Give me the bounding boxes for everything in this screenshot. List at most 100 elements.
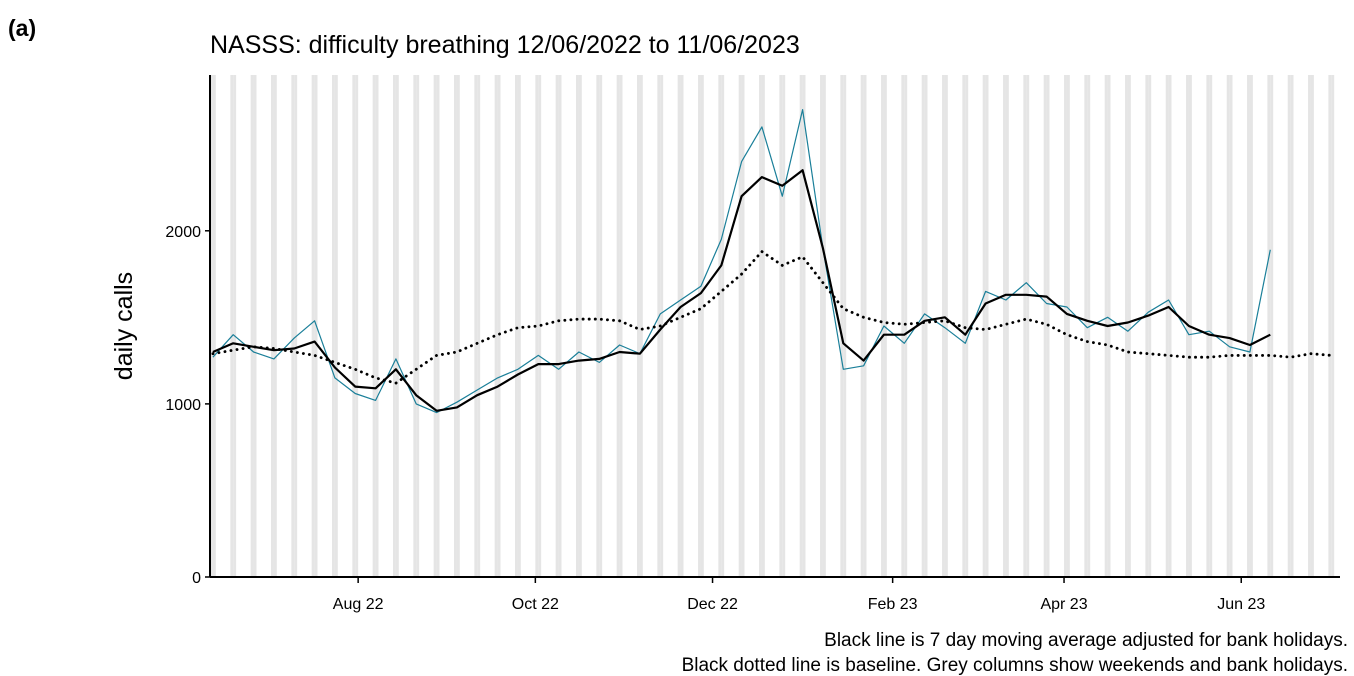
- weekend-column: [840, 75, 844, 577]
- weekend-column: [1267, 75, 1271, 577]
- weekend-column: [352, 75, 356, 577]
- weekend-column: [271, 75, 274, 577]
- weekend-column: [535, 75, 539, 577]
- x-tick-label: Apr 23: [1040, 596, 1087, 613]
- weekend-column: [1066, 75, 1070, 577]
- weekend-column: [1043, 75, 1047, 577]
- weekend-column: [700, 75, 704, 577]
- x-tick-label: Feb 23: [868, 596, 918, 613]
- weekend-column: [883, 75, 887, 577]
- weekend-column: [395, 75, 399, 577]
- weekend-column: [233, 75, 237, 577]
- weekend-column: [273, 75, 277, 577]
- weekend-column: [515, 75, 518, 577]
- weekend-column: [1125, 75, 1128, 577]
- weekend-column: [1287, 75, 1291, 577]
- weekend-column: [250, 75, 254, 577]
- weekend-column: [477, 75, 481, 577]
- weekend-column: [230, 75, 234, 577]
- weekend-column: [1026, 75, 1030, 577]
- weekend-column: [393, 75, 396, 577]
- weekend-column: [759, 75, 762, 577]
- weekend-column: [538, 75, 542, 577]
- weekend-column: [1290, 75, 1294, 577]
- weekend-column: [555, 75, 559, 577]
- weekend-column: [860, 75, 864, 577]
- weekend-column: [698, 75, 701, 577]
- weekend-column: [1087, 75, 1091, 577]
- weekend-column: [863, 75, 867, 577]
- weekend-column: [454, 75, 457, 577]
- weekend-column: [474, 75, 478, 577]
- note: Black dotted line is baseline. Grey colu…: [682, 655, 1348, 676]
- weekend-column: [1331, 75, 1335, 577]
- weekend-column: [517, 75, 521, 577]
- weekend-column: [1148, 75, 1152, 577]
- weekend-column: [637, 75, 640, 577]
- weekend-column: [680, 75, 684, 577]
- weekend-column: [619, 75, 623, 577]
- weekend-column: [965, 75, 969, 577]
- weekend-column: [761, 75, 765, 577]
- weekend-column: [1308, 75, 1311, 577]
- weekend-column: [921, 75, 925, 577]
- weekend-column: [558, 75, 562, 577]
- weekend-column: [944, 75, 948, 577]
- series-line: [212, 169, 1271, 412]
- weekend-column: [332, 75, 335, 577]
- weekend-column: [253, 75, 257, 577]
- weekend-column: [639, 75, 643, 577]
- x-tick-label: Jun 23: [1217, 596, 1265, 613]
- weekend-column: [616, 75, 620, 577]
- weekend-column: [738, 75, 742, 577]
- weekend-column: [782, 75, 786, 577]
- weekend-column: [436, 75, 440, 577]
- panel-label: (a): [8, 15, 36, 41]
- weekend-column: [779, 75, 783, 577]
- weekend-column: [578, 75, 582, 577]
- weekend-column: [1145, 75, 1149, 577]
- weekend-column: [1168, 75, 1172, 577]
- weekend-column: [1310, 75, 1314, 577]
- weekend-column: [1023, 75, 1027, 577]
- weekend-column: [433, 75, 437, 577]
- weekend-column: [599, 75, 603, 577]
- series-line: [211, 250, 1333, 385]
- weekend-column: [1249, 75, 1253, 577]
- x-tick-label: Aug 22: [333, 596, 384, 613]
- weekend-column: [1328, 75, 1332, 577]
- y-axis-label: daily calls: [110, 272, 138, 380]
- weekend-column: [1127, 75, 1131, 577]
- plot: [211, 109, 1333, 414]
- series-line: [212, 109, 1271, 414]
- weekend-column: [355, 75, 359, 577]
- weekend-column: [822, 75, 826, 577]
- weekend-column: [881, 75, 884, 577]
- weekend-column: [1270, 75, 1274, 577]
- weekend-column: [413, 75, 417, 577]
- weekend-column: [1226, 75, 1230, 577]
- weekend-column: [904, 75, 908, 577]
- weekend-column: [596, 75, 600, 577]
- weekend-column: [291, 75, 295, 577]
- weekend-column: [416, 75, 420, 577]
- shading: [210, 75, 1335, 577]
- weekend-column: [294, 75, 298, 577]
- chart-title: NASSS: difficulty breathing 12/06/2022 t…: [210, 31, 800, 59]
- weekend-column: [802, 75, 806, 577]
- y-tick-label: 0: [192, 570, 201, 587]
- x-tick-label: Dec 22: [687, 596, 738, 613]
- weekend-column: [576, 75, 579, 577]
- weekend-column: [741, 75, 745, 577]
- weekend-column: [456, 75, 460, 577]
- weekend-column: [1229, 75, 1233, 577]
- weekend-column: [1209, 75, 1213, 577]
- weekend-column: [1003, 75, 1006, 577]
- weekend-column: [962, 75, 966, 577]
- weekend-column: [799, 75, 803, 577]
- weekend-column: [677, 75, 681, 577]
- weekend-column: [372, 75, 376, 577]
- y-tick-label: 1000: [165, 397, 201, 414]
- weekend-column: [311, 75, 315, 577]
